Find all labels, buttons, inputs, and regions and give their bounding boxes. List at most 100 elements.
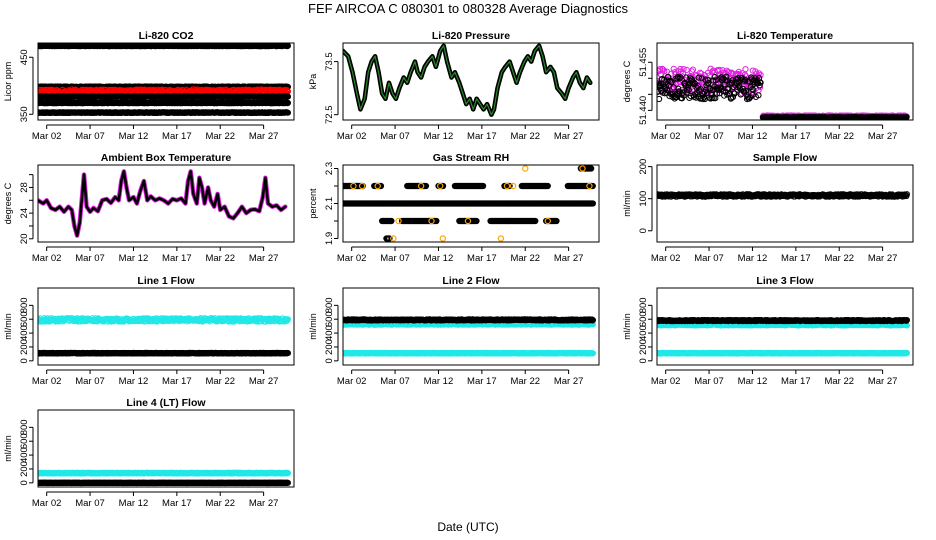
y-axis-label: degrees C	[3, 182, 13, 224]
x-tick-label: Mar 12	[424, 131, 454, 142]
plot-area	[343, 43, 593, 117]
data-point	[480, 182, 487, 190]
series-low-standard	[38, 109, 291, 117]
y-tick-label: 20	[19, 234, 30, 245]
series-cell-temp-flat-black	[759, 114, 910, 120]
highlight-point	[417, 182, 425, 190]
data-point	[532, 217, 539, 225]
data-point	[680, 66, 687, 73]
x-tick-label: Mar 27	[554, 131, 584, 142]
data-point	[685, 86, 692, 94]
data-point	[711, 74, 718, 81]
x-tick-label: Mar 02	[32, 131, 62, 142]
data-point	[588, 165, 595, 172]
x-tick-label: Mar 12	[119, 131, 149, 142]
chart-title: Li-820 CO2	[139, 30, 194, 42]
plot-frame	[656, 42, 914, 121]
highlight-point	[428, 217, 435, 225]
data-point	[284, 109, 291, 116]
series-cell-temp	[657, 73, 764, 103]
series-rh-2.2-c	[404, 182, 430, 190]
chart-title: Li-820 Temperature	[737, 30, 833, 42]
highlight-point	[390, 235, 397, 242]
data-point	[750, 86, 757, 94]
data-point	[284, 99, 291, 107]
y-tick-label: 350	[19, 106, 30, 122]
data-point	[720, 88, 727, 95]
data-point	[744, 94, 751, 101]
x-tick-label: Mar 07	[75, 131, 105, 142]
plot-area	[38, 169, 288, 238]
data-point	[757, 71, 764, 79]
series-rh-2.2-a	[343, 182, 366, 190]
data-point	[677, 65, 684, 73]
data-point	[723, 73, 730, 80]
x-tick-label: Mar 17	[467, 131, 497, 142]
x-tick-label: Mar 27	[249, 253, 279, 264]
x-tick-label: Mar 17	[162, 131, 192, 142]
plot-frame	[37, 42, 295, 121]
x-tick-label: Mar 17	[162, 253, 192, 264]
data-point	[740, 78, 748, 85]
highlight-point	[350, 182, 357, 190]
highlight-point	[358, 182, 366, 190]
chart-title: Li-820 Pressure	[432, 30, 510, 42]
series-ambient-lower	[38, 93, 291, 101]
series-rh-2.0-d	[487, 217, 539, 225]
x-tick-label: Mar 17	[781, 131, 811, 142]
x-tick-label: Mar 02	[32, 253, 62, 264]
plot-frame	[342, 42, 600, 121]
data-point	[755, 92, 762, 99]
data-point	[666, 77, 674, 85]
data-point	[284, 93, 291, 100]
data-point	[662, 83, 670, 90]
data-point	[674, 74, 681, 81]
data-point	[657, 95, 663, 103]
x-tick-label: Mar 27	[868, 131, 898, 142]
panel-grid: Li-820 CO2 Mar 02 Mar 07 Mar 12 Mar 17 Mar 22…	[3, 30, 914, 509]
series-rh-2.2-e	[451, 182, 487, 190]
y-tick-label: 51.455	[638, 48, 649, 77]
data-point	[749, 86, 756, 93]
y-axis-label: kPa	[308, 74, 318, 90]
x-tick-label: Mar 27	[249, 131, 279, 142]
plot-frame	[37, 164, 295, 243]
y-tick-label: 72.5	[324, 105, 335, 124]
x-tick-label: Mar 07	[75, 253, 105, 264]
data-point	[664, 86, 671, 93]
x-tick-label: Mar 12	[738, 131, 768, 142]
series-rh-2.2-g	[518, 182, 551, 190]
highlight-point	[395, 217, 402, 225]
data-point	[729, 93, 737, 101]
data-point	[742, 87, 750, 95]
data-point	[670, 65, 677, 72]
data-point	[544, 182, 551, 190]
data-point	[661, 68, 668, 75]
data-point	[388, 217, 395, 225]
series-mid-standard	[38, 99, 291, 107]
plot-area	[343, 165, 597, 242]
x-tick-label: Mar 07	[380, 131, 410, 142]
data-point	[663, 89, 670, 96]
data-point	[675, 85, 682, 92]
plot-area	[38, 43, 291, 117]
series-line-pressure-trace	[343, 45, 591, 116]
series-rh-2.0-a	[379, 217, 395, 225]
x-tick-label: Mar 02	[337, 131, 367, 142]
chart-co2: Li-820 CO2 Mar 02 Mar 07 Mar 12 Mar 17 Mar 22…	[3, 30, 295, 142]
data-point	[739, 76, 746, 83]
data-point	[749, 67, 756, 74]
y-tick-label: 51.440	[638, 96, 649, 125]
data-point	[735, 68, 742, 76]
data-point	[757, 79, 764, 86]
chart-pressure: Li-820 Pressure Mar 02 Mar 07 Mar 12 Mar 17 M…	[308, 30, 600, 142]
y-axis-label: Licor ppm	[3, 62, 13, 102]
y-tick-label: 73.5	[324, 52, 335, 71]
y-tick-label: 450	[19, 49, 30, 65]
series-rh-2.1	[343, 200, 597, 207]
x-tick-label: Mar 22	[205, 253, 235, 264]
x-tick-label: Mar 22	[205, 131, 235, 142]
data-point	[676, 75, 683, 82]
x-tick-label: Mar 12	[119, 253, 149, 264]
data-point	[473, 217, 480, 225]
